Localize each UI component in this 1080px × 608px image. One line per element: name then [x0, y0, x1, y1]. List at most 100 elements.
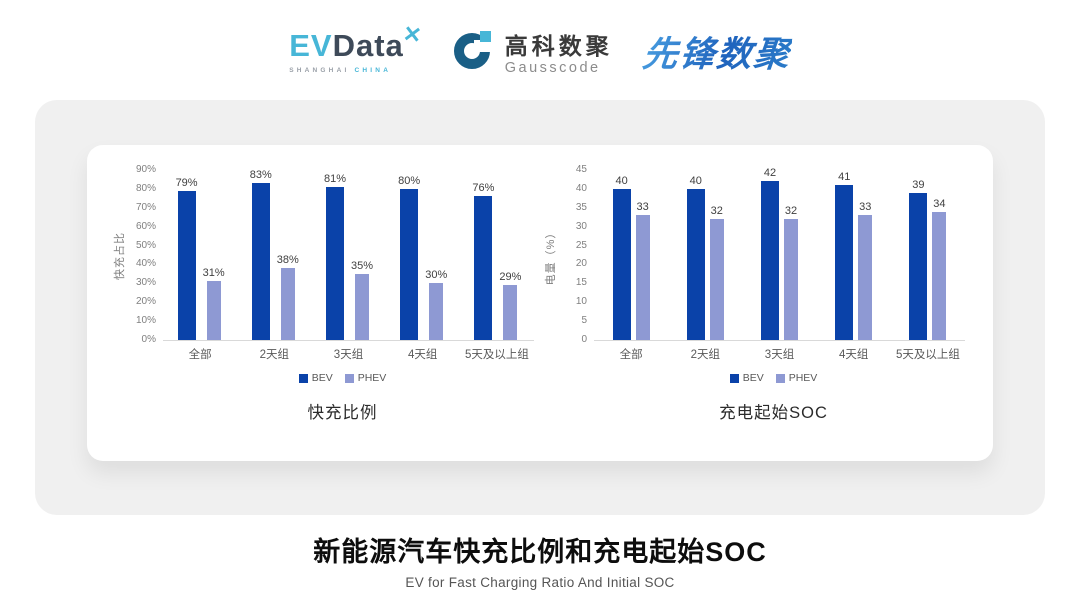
y-tick-label: 0% [141, 334, 156, 345]
gausscode-wordmark: 高科数聚 Gausscode [505, 27, 613, 76]
bar-value-label: 76% [472, 182, 495, 195]
bev-bar-wrap: 76% [472, 182, 494, 340]
phev-bar [355, 273, 370, 340]
x-category-label: 4天组 [408, 349, 438, 361]
bar-value-label: 80% [398, 174, 421, 187]
bar-value-label: 40 [615, 174, 628, 187]
bev-bar [177, 190, 196, 340]
gausscode-square-shape [479, 31, 491, 42]
y-tick-label: 40% [135, 258, 156, 270]
y-tick-label: 60% [135, 220, 156, 232]
bev-bar [474, 196, 493, 340]
bar-value-label: 40 [689, 174, 702, 187]
bar-value-label: 83% [249, 169, 272, 182]
bev-bar-wrap: 80% [398, 175, 420, 340]
legend-swatch [298, 373, 308, 383]
bar-value-label: 33 [859, 201, 872, 214]
bar-group: 40 33 [594, 171, 668, 340]
bar-group: 83% 38% [237, 169, 311, 340]
evdata-ev-text: EV [289, 28, 333, 63]
bar-group: 79% 31% [163, 171, 237, 340]
y-tick-label: 10 [575, 296, 587, 308]
bev-bar-wrap: 81% [324, 173, 346, 340]
footer-title-block: 新能源汽车快充比例和充电起始SOC EV for Fast Charging R… [0, 530, 1080, 590]
legend-swatch [775, 373, 785, 383]
bars-and-categories: 79% 31% 83% 38% 81% 35% 80% 30% 76% 29% 全部 2天组 3天组 4… [163, 169, 534, 362]
bev-bar-wrap: 40 [612, 174, 631, 340]
y-tick-label: 30% [135, 277, 156, 289]
y-tick-label: 25 [575, 239, 587, 251]
legend-item-phev: PHEV [344, 372, 387, 384]
phev-bar [784, 219, 798, 340]
phev-bar [280, 268, 295, 340]
x-category-label: 3天组 [333, 349, 364, 361]
bev-bar-wrap: 83% [250, 169, 272, 340]
gausscode-notch-shape [473, 40, 492, 52]
y-tick-label: 0 [581, 334, 587, 345]
evdata-china-text: CHINA [354, 67, 392, 74]
bar-value-label: 32 [784, 205, 798, 218]
phev-bar-wrap: 33 [858, 201, 873, 340]
page-title: 新能源汽车快充比例和充电起始SOC [313, 537, 767, 567]
bev-bar-wrap: 41 [835, 171, 854, 340]
gausscode-g-icon [453, 30, 496, 72]
phev-bar-wrap: 33 [635, 201, 650, 340]
bev-bar [835, 185, 854, 340]
gausscode-logo: 高科数聚 Gausscode [453, 27, 613, 76]
phev-bar [503, 285, 518, 340]
bar-group: 40 32 [668, 171, 742, 340]
phev-bar [635, 215, 650, 340]
bev-bar-wrap: 40 [686, 174, 705, 340]
chart-initial-soc: 电量（%） 0 5 10 15 20 25 30 35 40 45 40 33 40 32 42 32 41 3… [542, 164, 965, 461]
x-category-label: 4天组 [839, 349, 869, 361]
legend-label: BEV [742, 372, 764, 384]
y-tick-label: 80% [135, 182, 156, 194]
xianfeng-logo: 先锋数聚 [640, 26, 793, 77]
y-tick-label: 45 [575, 164, 587, 175]
bar-groups: 79% 31% 83% 38% 81% 35% 80% 30% 76% 29% [163, 169, 534, 341]
legend: BEV PHEV [151, 372, 534, 384]
phev-bar [429, 283, 444, 340]
bar-group: 81% 35% [311, 171, 385, 340]
bev-bar [251, 183, 270, 340]
x-category-label: 3天组 [764, 349, 795, 361]
y-tick-label: 70% [135, 201, 156, 213]
phev-bar-wrap: 35% [351, 260, 373, 340]
legend-label: BEV [311, 372, 333, 384]
bar-group: 76% 29% [460, 171, 534, 340]
bev-bar-wrap: 42 [761, 167, 779, 340]
phev-bar-wrap: 31% [203, 267, 225, 340]
chart-fast-charging-ratio: 快充占比 0% 10% 20% 30% 40% 50% 60% 70% 80% 90% 79% 31… [111, 164, 534, 461]
gausscode-cn-text: 高科数聚 [504, 32, 613, 59]
y-tick-label: 5 [581, 315, 587, 327]
legend-label: PHEV [357, 372, 387, 384]
evdata-subtext: SHANGHAI CHINA [289, 67, 391, 74]
x-category-label: 5天及以上组 [895, 349, 960, 361]
y-axis-title: 电量（%） [542, 171, 558, 341]
bev-bar [909, 192, 928, 340]
bev-bar [686, 188, 705, 340]
phev-bar-wrap: 29% [499, 271, 521, 340]
bar-value-label: 39 [912, 178, 925, 191]
y-axis-title: 快充占比 [111, 171, 127, 341]
phev-bar [932, 211, 947, 340]
y-axis-title-text: 快充占比 [114, 232, 126, 280]
bar-value-label: 30% [425, 269, 448, 282]
y-tick-label: 20 [575, 258, 587, 270]
bar-value-label: 41 [838, 171, 851, 184]
legend-item-phev: PHEV [775, 372, 817, 384]
bev-bar [612, 188, 631, 340]
x-category-label: 2天组 [259, 349, 289, 361]
bar-group: 41 33 [817, 171, 891, 340]
x-axis-labels: 全部 2天组 3天组 4天组 5天及以上组 [594, 346, 965, 362]
bar-group: 42 32 [742, 167, 816, 340]
bars-and-categories: 40 33 40 32 42 32 41 33 39 34 全部 2天组 3天组 4天组 5天及以上组 [594, 167, 965, 362]
bar-value-label: 81% [323, 173, 346, 185]
bar-value-label: 33 [636, 201, 649, 214]
bar-group: 39 34 [891, 171, 965, 340]
legend-swatch [344, 373, 354, 383]
phev-bar-wrap: 30% [425, 269, 447, 340]
chart-caption: 充电起始SOC [719, 404, 828, 422]
evdata-shanghai-text: SHANGHAI [289, 67, 350, 74]
